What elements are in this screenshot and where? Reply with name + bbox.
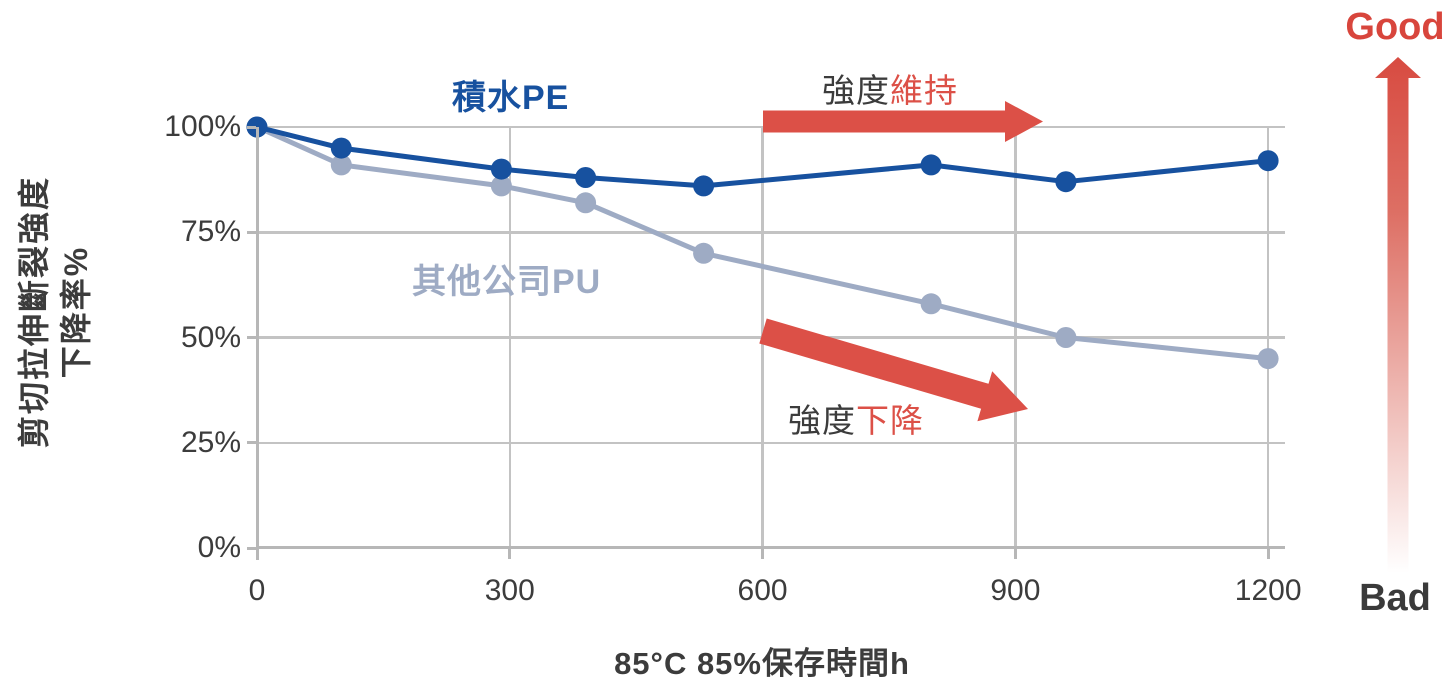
x-axis-line	[257, 545, 1285, 549]
x-tick-900	[1013, 548, 1017, 559]
x-tick-label-600: 600	[737, 574, 788, 607]
y-axis-title-line1: 剪切拉伸斷裂強度	[16, 176, 52, 449]
x-tick-label-900: 900	[990, 574, 1041, 607]
annotation-strength-maintained: 強度維持	[822, 64, 958, 112]
plot-area	[246, 116, 1285, 548]
x-tick-label-0: 0	[248, 574, 266, 607]
data-point-積水PE-1200h	[1257, 150, 1279, 172]
data-point-積水PE-390h	[575, 167, 597, 188]
data-point-積水PE-800h	[920, 154, 942, 176]
data-series-layer	[246, 116, 1279, 370]
data-point-積水PE-960h	[1055, 171, 1077, 193]
annotation-maintain-highlight: 維持	[890, 72, 958, 109]
x-axis-title: 85°C 85%保存時間h	[614, 646, 910, 681]
good-label: Good	[1345, 6, 1445, 48]
y-tick-50%	[247, 336, 256, 339]
annotation-strength-decline: 強度下降	[788, 394, 924, 442]
x-tick-1200	[1266, 548, 1270, 559]
good-bad-gradient-arrow-icon	[1375, 57, 1421, 573]
y-tick-0%	[247, 546, 256, 550]
y-tick-label-75%: 75%	[180, 215, 241, 249]
data-point-其他公司PU-100h	[330, 154, 352, 176]
gridline-x-1200	[1266, 127, 1270, 548]
gridline-y-25%	[257, 441, 1285, 444]
y-tick-label-50%: 50%	[180, 320, 241, 354]
y-tick-25%	[247, 441, 256, 445]
x-tick-label-300: 300	[484, 574, 535, 607]
y-tick-75%	[247, 230, 256, 234]
y-tick-label-25%: 25%	[180, 425, 241, 459]
data-point-其他公司PU-530h	[693, 242, 715, 264]
x-tick-0	[255, 548, 259, 559]
y-axis-title-line2: 下降率%	[58, 245, 94, 379]
annotation-decline-prefix: 強度	[788, 402, 856, 439]
series-line-其他公司PU	[254, 124, 1271, 362]
data-point-其他公司PU-800h	[920, 293, 942, 315]
data-point-其他公司PU-290h	[490, 175, 512, 197]
data-point-其他公司PU-960h	[1055, 327, 1077, 348]
data-point-積水PE-290h	[490, 158, 512, 180]
series-label-sekisui-pe: 積水PE	[452, 79, 570, 117]
y-axis-line	[255, 127, 259, 560]
data-point-積水PE-100h	[330, 137, 352, 159]
data-point-其他公司PU-390h	[575, 192, 597, 214]
annotation-decline-highlight: 下降	[856, 402, 924, 439]
y-axis-title: 剪切拉伸斷裂強度 下降率%	[13, 144, 97, 480]
bad-label: Bad	[1359, 577, 1431, 619]
x-tick-label-1200: 1200	[1234, 574, 1302, 607]
x-tick-600	[761, 548, 765, 559]
data-point-其他公司PU-1200h	[1257, 348, 1279, 370]
x-tick-300	[508, 548, 512, 559]
series-label-other-pu: 其他公司PU	[412, 263, 602, 301]
y-tick-label-0%: 0%	[197, 531, 241, 564]
annotation-maintain-prefix: 強度	[822, 72, 890, 109]
gridline-x-300	[508, 127, 512, 548]
gridline-y-75%	[257, 231, 1285, 234]
y-tick-100%	[247, 125, 256, 129]
data-point-積水PE-530h	[693, 175, 715, 197]
y-tick-label-100%: 100%	[164, 110, 241, 143]
series-line-積水PE	[254, 124, 1271, 189]
